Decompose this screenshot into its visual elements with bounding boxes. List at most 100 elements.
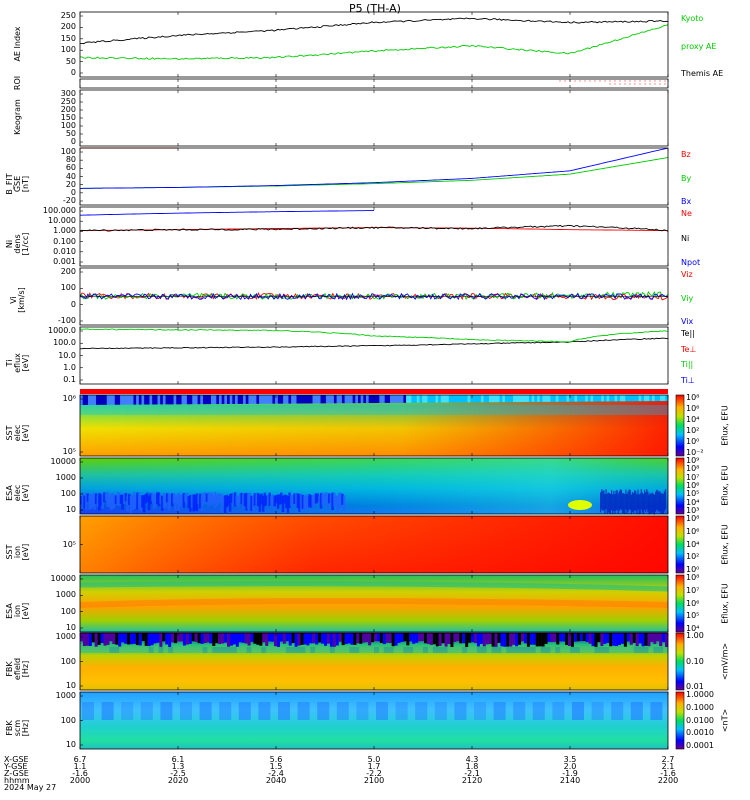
fbk-scm-patch [160, 702, 173, 720]
sst-elec-noise-cell [272, 395, 276, 404]
sst-elec-noise-cell [275, 395, 279, 404]
fbk-efield-noise-cell [441, 633, 445, 644]
colorbar-tick-fbk_e: 1.00 [686, 631, 704, 640]
esa-elec-noise-cell [652, 493, 654, 514]
sst-elec-noise-cell [146, 395, 150, 405]
sst-elec-noise-cell [90, 395, 94, 405]
fbk-efield-noise-cell [129, 633, 133, 645]
sst-elec-noise-cell [593, 395, 597, 402]
esa-elec-noise-cell [661, 493, 663, 514]
esa-elec-noise-cell [265, 495, 268, 506]
esa-elec-noise-cell [646, 489, 648, 510]
sst-elec-noise-cell [438, 395, 442, 403]
sst-elec-noise-cell [569, 395, 573, 402]
colorbar-tick-sst_i: 10² [686, 552, 700, 562]
fbk-efield-noise-cell [229, 633, 233, 646]
fbk-efield-noise-cell [604, 647, 610, 653]
fbk-efield-noise-cell [288, 633, 292, 646]
sst-elec-noise-cell [390, 395, 394, 403]
sst-elec-noise-cell [202, 395, 206, 405]
sst-elec-noise-cell [299, 395, 303, 404]
sst-elec-noise-cell [430, 395, 434, 403]
esa-elec-noise-cell [106, 492, 109, 508]
esa-elec-noise-cell [290, 494, 293, 507]
sst-elec-noise-cell [280, 395, 284, 404]
sst-elec-noise-cell [467, 395, 471, 403]
ylabel-bfit: B_FIT GSE [nT] [5, 172, 30, 195]
fbk-efield-noise-cell [412, 633, 416, 644]
esa-elec-noise-cell [639, 493, 641, 514]
fbk-efield-noise-cell [438, 633, 442, 646]
esa-elec-noise-cell [627, 491, 629, 512]
fbk-efield-noise-cell [418, 633, 422, 642]
fbk-efield-noise-cell [124, 633, 128, 644]
fbk-efield-noise-cell [629, 633, 633, 645]
fbk-efield-noise-cell [462, 633, 466, 644]
sst-elec-noise-cell [245, 395, 249, 404]
esa-elec-noise-cell [329, 493, 333, 506]
fbk-scm-patch [82, 702, 94, 720]
fbk-efield-noise-cell [409, 633, 413, 642]
ytick-bfit: 80 [65, 155, 76, 165]
colorbar-tick-esa_e: 10⁴ [686, 497, 700, 507]
fbk-efield-noise-cell [647, 633, 651, 647]
esa-elec-noise-cell [212, 495, 215, 504]
fbk-efield-noise-cell [623, 647, 629, 653]
fbk-efield-noise-cell [236, 647, 242, 653]
fbk-efield-noise-cell [638, 647, 644, 653]
sst-elec-noise-cell [85, 395, 89, 405]
colorbar-tick-fbk_e: 0.01 [686, 682, 704, 691]
esa-elec-noise-cell [103, 492, 106, 503]
fbk-efield-noise-cell [523, 633, 527, 644]
esa-elec-noise-cell [324, 492, 328, 505]
fbk-efield-noise-cell [615, 633, 619, 647]
fbk-efield-noise-cell [279, 633, 283, 642]
roi-marker [579, 80, 581, 82]
sst-elec-noise-cell [374, 395, 377, 403]
sst-elec-noise-cell [168, 395, 172, 405]
footer-value: 6.7 [73, 755, 87, 764]
sst-elec-noise-cell [625, 395, 629, 402]
ytick-keogram: 300 [60, 89, 76, 98]
ytick-sst_e: 10⁶ [62, 394, 76, 403]
ytick-bfit: 0 [70, 187, 76, 197]
series-vi-viy [79, 291, 669, 301]
footer-value: 2000 [69, 776, 91, 785]
fbk-efield-noise-cell [403, 633, 407, 642]
esa-elec-noise-cell [314, 493, 318, 504]
ytick-fbk_b: 100 [60, 715, 76, 725]
esa-elec-noise-cell [647, 491, 649, 512]
fbk-efield-noise-cell [452, 647, 458, 653]
ylabel-ti: Ti eflux [eV] [5, 352, 30, 373]
esa-elec-noise-cell [144, 493, 147, 504]
fbk-efield-noise-cell [350, 633, 354, 645]
esa-elec-noise-cell [283, 494, 286, 504]
fbk-efield-noise-cell [200, 633, 204, 644]
sst-elec-noise-cell [165, 395, 169, 405]
esa-elec-noise-cell [126, 495, 129, 512]
esa-elec-noise-cell [613, 490, 615, 511]
fbk-efield-noise-cell [476, 647, 482, 653]
fbk-efield-noise-cell [485, 633, 489, 645]
esa-elec-noise-cell [266, 494, 270, 506]
esa-elec-noise-cell [111, 493, 114, 510]
fbk-efield-noise-cell [570, 647, 575, 653]
esa-elec-noise-cell [116, 492, 119, 506]
esa-elec-noise-cell [311, 495, 315, 508]
sst-elec-noise-cell [440, 395, 444, 403]
ytick-ae: 200 [60, 22, 76, 32]
sst-elec-noise-cell [406, 395, 410, 403]
fbk-efield-noise-cell [85, 633, 89, 646]
fbk-efield-noise-cell [491, 633, 495, 647]
esa-elec-noise-cell [271, 494, 275, 509]
fbk-efield-noise-cell [339, 647, 345, 653]
legend-ae: Kyoto [681, 14, 704, 23]
esa-elec-noise-cell [215, 494, 219, 507]
sst-elec-noise-cell [561, 395, 565, 402]
esa-elec-noise-cell [242, 494, 245, 509]
esa-elec-noise-cell [99, 494, 103, 507]
sst-elec-noise-cell [256, 395, 260, 404]
esa-elec-noise-cell [288, 492, 291, 508]
footer-value: -2.4 [268, 769, 284, 778]
footer-value: 1.7 [367, 762, 381, 771]
